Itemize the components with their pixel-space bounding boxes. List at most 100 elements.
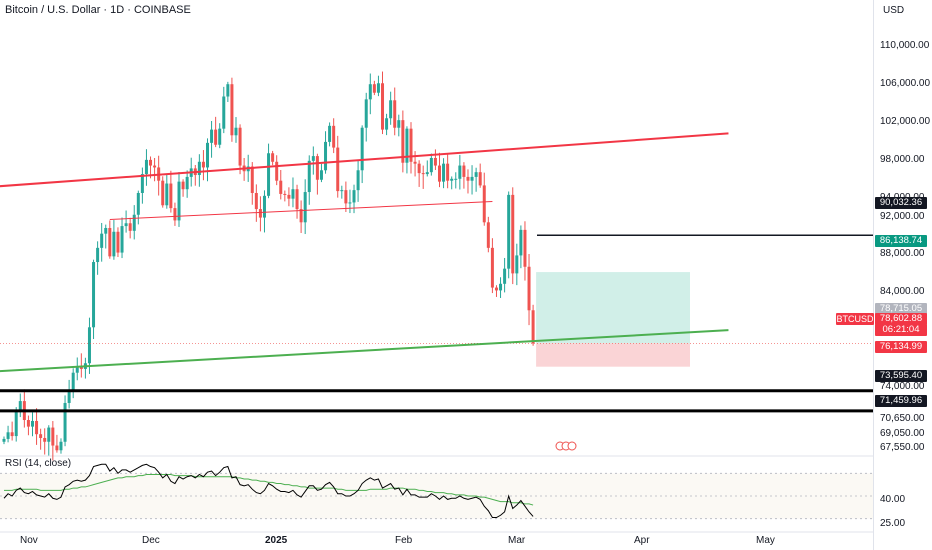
date-label-apr: Apr xyxy=(634,535,650,546)
candle-body xyxy=(71,372,75,392)
candle-body xyxy=(30,420,34,427)
symbol-tag: BTCUSD xyxy=(836,313,874,325)
price-tag-71459: 71,459.96 xyxy=(875,395,927,407)
overlays xyxy=(0,132,873,451)
candle-body xyxy=(348,202,352,204)
candle-body xyxy=(87,327,91,364)
candle-body xyxy=(519,229,523,256)
candle-body xyxy=(206,142,209,168)
candle-body xyxy=(250,166,254,193)
countdown-tag: 06:21:04 xyxy=(875,324,927,336)
candle-body xyxy=(425,172,429,175)
candle-body xyxy=(486,222,490,248)
candle-body xyxy=(10,432,14,437)
candle-body xyxy=(462,165,466,177)
candle-body xyxy=(319,170,323,180)
candle-body xyxy=(389,100,393,119)
candle-body xyxy=(181,181,185,190)
candle-body xyxy=(490,247,494,288)
candles xyxy=(2,71,535,461)
price-axis[interactable] xyxy=(873,0,932,550)
grid xyxy=(0,455,932,533)
candle-body xyxy=(173,208,177,221)
chart-title: Bitcoin / U.S. Dollar · 1D · COINBASE xyxy=(5,4,191,16)
candle-body xyxy=(523,229,527,267)
candle-body xyxy=(92,262,96,328)
candle-body xyxy=(6,432,10,439)
candle-body xyxy=(344,190,348,204)
date-label-nov: Nov xyxy=(20,535,38,546)
candle-body xyxy=(356,170,360,191)
candle-body xyxy=(226,84,230,97)
candle-body xyxy=(254,192,258,210)
candle-body xyxy=(47,427,51,442)
price-tick: 70,650.00 xyxy=(880,412,925,424)
candle-body xyxy=(177,181,181,221)
candle-body xyxy=(63,402,67,442)
candle-body xyxy=(507,194,511,269)
candle-body xyxy=(39,434,43,438)
price-tick: 67,550.00 xyxy=(880,441,925,453)
candle-body xyxy=(324,141,328,171)
candle-body xyxy=(401,120,405,163)
candle-body xyxy=(258,209,262,218)
candle-body xyxy=(413,161,417,164)
currency-label[interactable]: USD xyxy=(883,5,905,16)
candle-body xyxy=(75,366,79,373)
candle-body xyxy=(421,173,425,175)
candle-body xyxy=(307,160,311,193)
candle-body xyxy=(214,129,218,145)
candle-body xyxy=(210,129,214,143)
candle-body xyxy=(96,247,100,263)
candle-body xyxy=(279,180,283,194)
price-tick: 84,000.00 xyxy=(880,286,925,298)
candle-body xyxy=(458,165,462,179)
candle-body xyxy=(295,189,299,210)
candle-body xyxy=(332,125,336,148)
candle-body xyxy=(474,172,478,177)
candle-body xyxy=(128,223,132,231)
price-tag-90032: 90,032.36 xyxy=(875,197,927,209)
candle-body xyxy=(336,147,340,192)
candle-body xyxy=(328,125,332,142)
date-label-dec: Dec xyxy=(142,535,160,546)
rsi-tick-25: 25.00 xyxy=(880,518,906,529)
price-tick: 102,000.00 xyxy=(880,116,931,128)
candle-body xyxy=(417,163,421,174)
candle-body xyxy=(140,174,144,193)
trendline-range xyxy=(109,201,493,220)
candle-body xyxy=(446,163,450,181)
candle-body xyxy=(161,180,165,206)
candle-body xyxy=(275,161,279,181)
candle-body xyxy=(124,223,128,227)
candle-body xyxy=(376,83,380,93)
candle-body xyxy=(185,176,189,190)
candle-body xyxy=(482,185,486,223)
candle-body xyxy=(108,227,112,257)
candle-body xyxy=(2,438,6,442)
candle-body xyxy=(364,99,368,128)
price-tag-last: 78,602.88 xyxy=(875,313,927,325)
price-tick: 92,000.00 xyxy=(880,210,925,222)
date-label-may: May xyxy=(756,535,775,546)
trendline-support xyxy=(0,329,729,373)
candle-body xyxy=(59,441,63,451)
date-label-feb: Feb xyxy=(395,535,413,546)
candle-body xyxy=(450,178,454,181)
candle-body xyxy=(409,128,413,162)
candle-body xyxy=(144,159,148,175)
candle-body xyxy=(104,227,108,234)
candle-body xyxy=(222,96,226,129)
candle-body xyxy=(437,165,441,182)
date-label-mar: Mar xyxy=(508,535,526,546)
price-tag-target: 86,138.74 xyxy=(875,235,927,247)
candle-body xyxy=(299,209,303,223)
candle-body xyxy=(531,310,535,344)
candle-body xyxy=(340,190,344,192)
candle-body xyxy=(169,183,173,209)
candle-body xyxy=(26,420,30,427)
price-tick: 110,000.00 xyxy=(880,40,930,52)
candle-body xyxy=(311,156,315,161)
candle-body xyxy=(55,445,59,451)
